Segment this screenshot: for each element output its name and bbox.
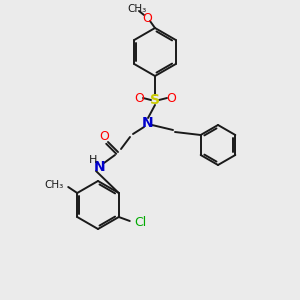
Text: O: O [134,92,144,104]
Text: H: H [89,155,97,165]
Text: CH₃: CH₃ [44,180,63,190]
Text: S: S [150,93,160,107]
Text: O: O [142,11,152,25]
Text: CH₃: CH₃ [128,4,147,14]
Text: N: N [94,160,106,174]
Text: O: O [99,130,109,143]
Text: N: N [142,116,154,130]
Text: Cl: Cl [134,217,146,230]
Text: O: O [166,92,176,104]
